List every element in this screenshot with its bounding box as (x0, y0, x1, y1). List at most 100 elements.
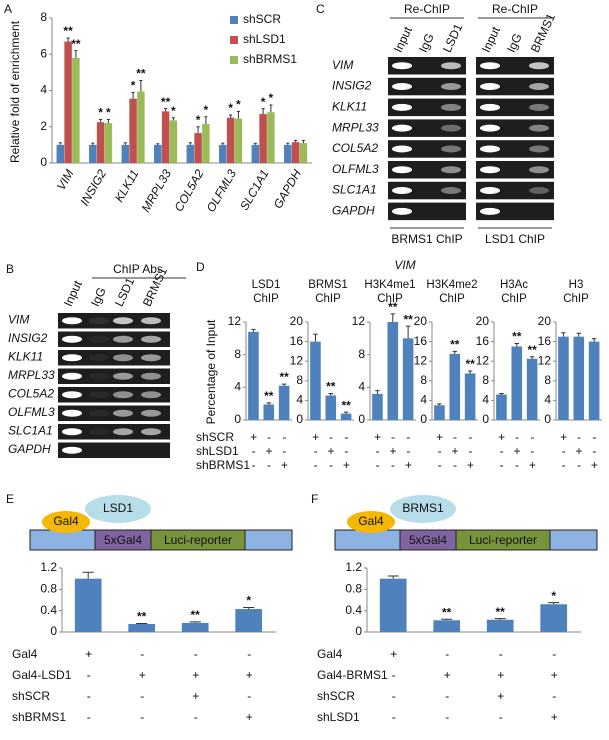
error-bar (261, 108, 265, 115)
significance: ** (326, 380, 336, 394)
condition-sign: - (376, 458, 380, 472)
y-tick-label: 12 (290, 353, 304, 367)
error-bar (139, 80, 143, 92)
gel-band (89, 335, 109, 343)
error-bar (189, 621, 201, 623)
gel-band (89, 428, 109, 436)
gene-label: VIM (8, 313, 29, 327)
panel-title: VIM (394, 258, 415, 272)
significance: ** (512, 330, 522, 344)
condition-sign: - (499, 710, 503, 724)
y-tick-label: 4 (234, 380, 241, 394)
condition-sign: + (451, 444, 458, 458)
condition-sign: + (405, 458, 412, 472)
condition-label: Gal4 (12, 647, 38, 661)
y-tick-label: 6 (40, 46, 47, 60)
error-bar (221, 142, 225, 145)
y-tick-label: 4 (40, 83, 47, 97)
condition-sign: - (329, 458, 333, 472)
lane-label: IgG (88, 285, 109, 308)
gel-band (113, 317, 133, 325)
gel-band (392, 207, 412, 215)
gel-band (529, 83, 549, 91)
y-tick-label: 0 (420, 412, 427, 426)
legend-label: shLSD1 (243, 32, 286, 46)
significance: * (269, 91, 274, 105)
condition-sign: - (438, 458, 442, 472)
bar (511, 346, 523, 420)
x-tick-label: MRPL33 (139, 167, 175, 215)
error-bar (405, 325, 411, 339)
significance: * (551, 589, 556, 603)
gel-strip (388, 77, 466, 96)
significance: * (196, 113, 201, 127)
error-bar (387, 575, 399, 579)
y-tick-label: 4 (544, 393, 551, 407)
condition-sign: + (497, 668, 504, 682)
y-tick-label: 0 (482, 412, 489, 426)
condition-sign: - (438, 444, 442, 458)
factor-shape (42, 511, 90, 533)
significance: * (98, 106, 103, 120)
bar (278, 385, 290, 420)
y-tick-label: 0 (544, 412, 551, 426)
factor-label: Gal4 (53, 514, 79, 528)
gel-band (89, 317, 109, 325)
legend-swatch (230, 16, 238, 24)
error-bar (188, 142, 192, 145)
gene-label: COL5A2 (8, 387, 54, 401)
gel-band (392, 166, 412, 174)
condition-sign: + (139, 668, 146, 682)
significance: ** (71, 37, 81, 51)
condition-sign: - (87, 668, 91, 682)
condition-sign: + (498, 430, 505, 444)
gel-band (441, 187, 461, 195)
gel-band (480, 103, 500, 111)
lane-label: IgG (504, 31, 525, 54)
condition-sign: - (592, 444, 596, 458)
legend-label: shBRMS1 (243, 52, 297, 66)
condition-sign: - (530, 430, 534, 444)
significance: ** (264, 389, 274, 403)
condition-sign: + (436, 430, 443, 444)
significance: * (261, 95, 266, 109)
condition-label: Gal4-BRMS1 (317, 668, 388, 682)
condition-sign: - (453, 430, 457, 444)
bar (169, 120, 178, 163)
gene-label: MRPL33 (332, 120, 379, 134)
bar (486, 619, 514, 632)
partner-label: LSD1 (103, 501, 133, 515)
condition-sign: + (343, 458, 350, 472)
construct-reporter (150, 529, 246, 551)
y-tick-label: 0 (50, 624, 57, 638)
subchart-title: H3 ChIP (563, 279, 589, 305)
gel-strip (388, 119, 466, 137)
error-bar (58, 142, 62, 145)
error-bar (204, 116, 208, 125)
y-tick-label: 12 (538, 353, 552, 367)
x-tick-label: INSIG2 (77, 167, 109, 208)
error-bar (529, 356, 535, 359)
gel-band (392, 83, 412, 91)
bar (96, 122, 105, 163)
lane-label: Input (61, 278, 85, 309)
y-tick-label: 20 (290, 314, 304, 328)
subchart-title: H3K4me1 ChIP (364, 279, 416, 305)
condition-sign: - (314, 444, 318, 458)
bar (340, 413, 352, 420)
gel-header: Re-ChIP (492, 2, 538, 16)
condition-sign: - (314, 458, 318, 472)
condition-sign: - (468, 430, 472, 444)
bar (372, 393, 383, 420)
gel-band (113, 354, 133, 362)
bar (186, 144, 195, 163)
condition-sign: - (140, 647, 144, 661)
y-tick-label: 4 (482, 393, 489, 407)
y-tick-label: 20 (476, 314, 490, 328)
gel-band (141, 335, 161, 343)
x-tick-label: KLK11 (112, 167, 142, 204)
gel-strip (476, 181, 554, 200)
condition-sign: - (282, 430, 286, 444)
condition-sign: + (246, 710, 253, 724)
y-tick-label: 8 (234, 347, 241, 361)
